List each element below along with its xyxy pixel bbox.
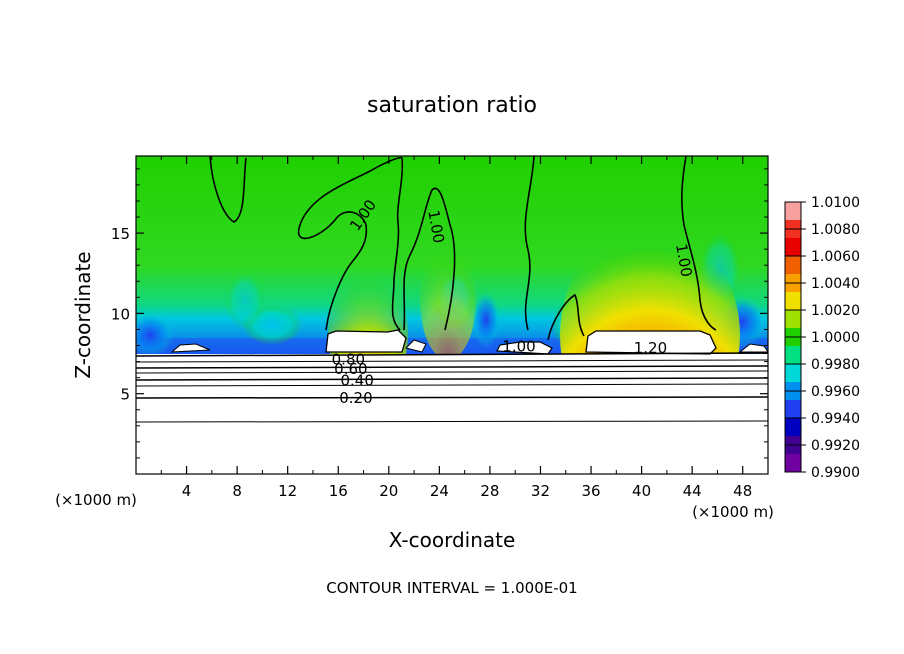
x-tick-label: 36 bbox=[581, 482, 600, 500]
x-tick-label: 32 bbox=[531, 482, 550, 500]
colorbar-label: 0.9940 bbox=[811, 411, 860, 427]
colorbar-label: 0.9900 bbox=[811, 465, 860, 481]
low-level-contours bbox=[136, 352, 768, 423]
y-tick-label: 15 bbox=[111, 225, 130, 243]
cloud-cap-left bbox=[325, 329, 407, 353]
colorbar-swatch bbox=[785, 310, 801, 329]
contour-label: 1.00 bbox=[502, 338, 535, 356]
colorbar-label: 1.0000 bbox=[811, 330, 860, 346]
colorbar-swatch bbox=[785, 292, 801, 311]
contour-label: 0.80 bbox=[332, 350, 365, 368]
contour-label: 0.60 bbox=[334, 360, 367, 378]
chart-title: saturation ratio bbox=[367, 93, 537, 118]
colorbar-label: 1.0060 bbox=[811, 249, 860, 265]
colorbar-swatch bbox=[785, 256, 801, 275]
colorbar-swatch bbox=[785, 400, 801, 419]
contour-label: 1.00 bbox=[672, 242, 696, 278]
colorbar-swatch bbox=[785, 238, 801, 257]
y-tick-label: 5 bbox=[120, 386, 130, 404]
x-tick-label: 4 bbox=[182, 482, 192, 500]
colorbar-label: 1.0100 bbox=[811, 195, 860, 211]
contour-label: 1.00 bbox=[424, 209, 448, 245]
x-axis-label: X-coordinate bbox=[389, 528, 516, 552]
plot-frame bbox=[135, 155, 769, 475]
colorbar-swatch bbox=[785, 346, 801, 365]
contour-label: 0.40 bbox=[340, 371, 373, 389]
low-saturation-region bbox=[136, 354, 768, 474]
colorbar-swatch bbox=[785, 364, 801, 383]
contour-label: 1.20 bbox=[634, 339, 667, 357]
x-tick-label: 16 bbox=[329, 482, 348, 500]
x-tick-label: 44 bbox=[683, 482, 702, 500]
y-tick-label: 10 bbox=[111, 305, 130, 323]
x-unit-left: (×1000 m) bbox=[55, 491, 137, 509]
y-axis-label: Z-coordinate bbox=[71, 251, 95, 378]
contour-1-00 bbox=[209, 156, 717, 341]
colorbar-label: 0.9960 bbox=[811, 384, 860, 400]
colorbar-label: 1.0020 bbox=[811, 303, 860, 319]
colorbar-label: 0.9980 bbox=[811, 357, 860, 373]
x-unit-right: (×1000 m) bbox=[692, 503, 774, 521]
x-tick-label: 12 bbox=[278, 482, 297, 500]
x-tick-label: 48 bbox=[733, 482, 752, 500]
colorbar-swatch bbox=[785, 454, 801, 473]
x-tick-label: 20 bbox=[379, 482, 398, 500]
x-tick-label: 24 bbox=[430, 482, 449, 500]
contour-interval-note: CONTOUR INTERVAL = 1.000E-01 bbox=[326, 579, 577, 597]
colorbar-swatch bbox=[785, 418, 801, 437]
x-tick-label: 8 bbox=[232, 482, 242, 500]
colorbar: 1.0100 1.0080 1.0060 1.0040 1.0020 1.0000 0.99… bbox=[784, 195, 860, 481]
plot-area bbox=[136, 156, 768, 474]
contour-label: 0.20 bbox=[339, 389, 372, 407]
x-tick-label: 28 bbox=[480, 482, 499, 500]
colorbar-label: 0.9920 bbox=[811, 438, 860, 454]
x-tick-label: 40 bbox=[632, 482, 651, 500]
colorbar-swatch bbox=[785, 202, 801, 221]
x-axis: 4 8 12 16 20 24 28 32 36 40 44 48 bbox=[160, 156, 752, 500]
colorbar-label: 1.0040 bbox=[811, 276, 860, 292]
y-axis: 5 10 15 bbox=[111, 168, 768, 459]
colorbar-label: 1.0080 bbox=[811, 222, 860, 238]
